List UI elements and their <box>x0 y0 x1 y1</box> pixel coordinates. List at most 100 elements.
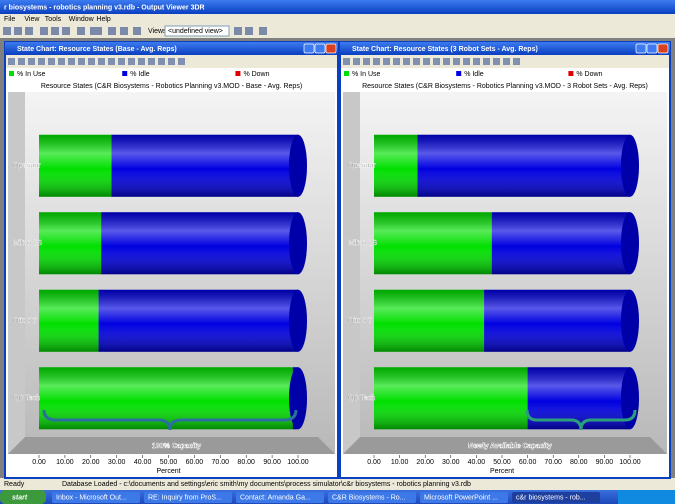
x-tick-label: 0.00 <box>32 459 46 466</box>
toolbar-icon[interactable] <box>393 58 400 65</box>
task-button[interactable] <box>144 492 232 503</box>
toolbar-icon[interactable] <box>68 58 75 65</box>
x-axis-label: Percent <box>156 468 180 475</box>
x-tick-label: 0.00 <box>367 459 381 466</box>
menu-item[interactable]: Tools <box>45 16 62 23</box>
toolbar-icon[interactable] <box>473 58 480 65</box>
legend-swatch <box>235 71 241 76</box>
x-tick-label: 40.00 <box>468 459 486 466</box>
toolbar-icon[interactable] <box>363 58 370 65</box>
toolbar-icon[interactable] <box>18 58 25 65</box>
legend-label: % In Use <box>17 71 46 78</box>
toolbar-icon[interactable] <box>108 58 115 65</box>
toolbar-icon[interactable] <box>38 58 45 65</box>
x-tick-label: 90.00 <box>263 459 281 466</box>
x-tick-label: 80.00 <box>237 459 255 466</box>
toolbar-icon[interactable] <box>343 58 350 65</box>
cylinder-cap-shade <box>621 289 639 352</box>
toolbar-icon[interactable] <box>178 58 185 65</box>
window-title-bar <box>340 42 670 55</box>
category-label: Operator <box>13 163 41 170</box>
plot-floor <box>8 437 335 454</box>
menu-item[interactable]: Help <box>96 16 111 23</box>
toolbar-icon[interactable] <box>493 58 500 65</box>
toolbar-icon[interactable] <box>98 58 105 65</box>
category-label: QC Tech <box>13 395 40 402</box>
toolbar-icon[interactable] <box>158 58 165 65</box>
chart-title: Resource States (C&R Biosystems - Roboti… <box>362 83 648 90</box>
toolbar-icon[interactable] <box>118 58 125 65</box>
toolbar-icon[interactable] <box>503 58 510 65</box>
toolbar-icon[interactable] <box>148 58 155 65</box>
cylinder-cap <box>289 134 307 197</box>
x-tick-label: 80.00 <box>570 459 588 466</box>
legend-swatch <box>122 71 128 76</box>
cylinder-cap <box>289 212 307 275</box>
task-button[interactable] <box>328 492 416 503</box>
task-label: RE: Inquiry from ProS... <box>148 494 222 501</box>
toolbar-icon[interactable] <box>463 58 470 65</box>
toolbar-icon[interactable] <box>403 58 410 65</box>
start-button[interactable] <box>0 490 46 504</box>
toolbar-icon[interactable] <box>373 58 380 65</box>
task-label: Contact: Amanda Ga... <box>240 494 311 501</box>
task-button[interactable] <box>52 492 140 503</box>
toolbar-icon[interactable] <box>353 58 360 65</box>
toolbar-icon[interactable] <box>138 58 145 65</box>
window-button[interactable] <box>657 43 669 54</box>
toolbar-icon[interactable] <box>513 58 520 65</box>
legend-swatch <box>456 71 462 76</box>
x-tick-label: 10.00 <box>56 459 74 466</box>
toolbar-icon[interactable] <box>423 58 430 65</box>
cylinder-cap-shade <box>289 134 307 197</box>
menu-item[interactable]: Window <box>69 16 95 23</box>
toolbar-icon[interactable] <box>88 58 95 65</box>
views-label: Views: <box>148 28 169 35</box>
window-button[interactable] <box>325 43 337 54</box>
toolbar-icon[interactable] <box>78 58 85 65</box>
cylinder-cap <box>621 212 639 275</box>
status-bar <box>0 478 675 490</box>
plot-floor <box>343 437 667 454</box>
task-button[interactable] <box>236 492 324 503</box>
cylinder-cap <box>621 289 639 352</box>
toolbar-icon[interactable] <box>8 58 15 65</box>
cylinder-cap-shade <box>289 367 307 430</box>
task-label: Inbox - Microsoft Out... <box>56 494 127 501</box>
toolbar-icon[interactable] <box>483 58 490 65</box>
task-label: c&r biosystems - rob... <box>516 494 586 501</box>
window-button[interactable] <box>635 43 647 54</box>
toolbar-icon[interactable] <box>413 58 420 65</box>
window-button[interactable] <box>303 43 315 54</box>
category-label: Otto P7 <box>13 318 37 325</box>
legend-swatch <box>568 71 574 76</box>
start-label: start <box>12 494 28 501</box>
window-button[interactable] <box>646 43 658 54</box>
category-label: QC Tech <box>348 395 375 402</box>
menu-item[interactable]: View <box>24 16 40 23</box>
toolbar-icon[interactable] <box>168 58 175 65</box>
x-tick-label: 30.00 <box>108 459 126 466</box>
task-button[interactable] <box>420 492 508 503</box>
brace <box>525 409 637 431</box>
window-button[interactable] <box>314 43 326 54</box>
toolbar-icon[interactable] <box>453 58 460 65</box>
toolbar-icon[interactable] <box>58 58 65 65</box>
x-tick-label: 100.00 <box>619 459 641 466</box>
cylinder-cap <box>289 289 307 352</box>
toolbar-icon[interactable] <box>383 58 390 65</box>
task-button[interactable] <box>512 492 600 503</box>
toolbar-icon[interactable] <box>28 58 35 65</box>
menu-item[interactable]: File <box>4 16 15 23</box>
view-select[interactable] <box>164 25 230 37</box>
toolbar-icon[interactable] <box>48 58 55 65</box>
toolbar-icon[interactable] <box>433 58 440 65</box>
toolbar-icons <box>3 27 267 35</box>
toolbar-icon[interactable] <box>128 58 135 65</box>
window-title: State Chart: Resource States (3 Robot Se… <box>352 46 538 53</box>
toolbar-icon[interactable] <box>443 58 450 65</box>
x-tick-label: 50.00 <box>493 459 511 466</box>
cylinder-shading <box>39 289 298 352</box>
status-message: Database Loaded - c:\documents and setti… <box>62 481 471 488</box>
system-tray <box>618 490 675 504</box>
